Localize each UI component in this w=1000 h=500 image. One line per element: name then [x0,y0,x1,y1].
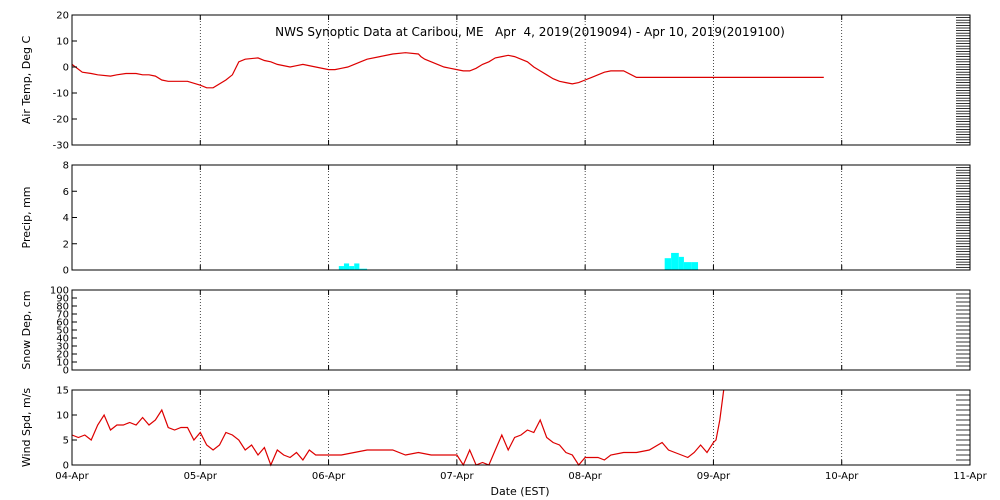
precip-bar [664,258,672,270]
y-tick-label: 0 [63,63,69,74]
y-tick-label: 0 [63,461,69,472]
y-tick-label: 70 [56,310,69,321]
precip-bar [343,263,350,270]
panel-frame-wind_speed [71,389,971,466]
precip-bar [349,266,355,270]
y-tick-label: 50 [56,326,69,337]
y-tick-label: -10 [53,89,69,100]
y-tick-label: 40 [56,334,69,345]
chart-title: NWS Synoptic Data at Caribou, ME Apr 4, … [275,25,785,39]
y-tick-label: 6 [63,187,69,198]
y-tick-label: 15 [56,386,69,397]
precip-bar [359,268,368,270]
x-axis-title: Date (EST) [490,485,549,498]
y-tick-label: 30 [56,342,69,353]
panel-frame-air_temp [71,14,971,146]
x-tick-label: 05-Apr [184,471,218,482]
y-tick-label: 0 [63,366,69,377]
x-tick-label: 09-Apr [697,471,731,482]
wind_speed-y-axis-title: Wind Spd, m/s [20,388,33,468]
x-tick-label: 04-Apr [55,471,89,482]
y-tick-label: 2 [63,239,69,250]
air_temp-series-line [71,52,824,89]
y-tick-label: -30 [53,141,69,152]
y-tick-label: 90 [56,294,69,305]
marks-layer [71,52,824,467]
y-tick-label: 4 [63,213,69,224]
grid-layer [199,15,843,465]
wind_speed-series-line [71,389,725,467]
y-tick-label: 10 [56,411,69,422]
y-tick-label: -20 [53,115,69,126]
y-tick-label: 80 [56,302,69,313]
panel-frame-precip [71,164,971,271]
precip-bar [338,266,344,270]
y-tick-label: 20 [56,11,69,22]
x-tick-label: 10-Apr [825,471,859,482]
y-tick-label: 100 [50,286,69,297]
precip-bar [354,263,360,270]
precip-bar [683,262,692,270]
precip-bar [671,252,679,270]
snow_depth-y-axis-title: Snow Dep, cm [20,290,33,369]
panel-frame-snow_depth [71,289,971,371]
y-tick-label: 10 [56,358,69,369]
frames-layer [71,14,971,466]
precip-y-axis-title: Precip, mm [20,187,33,249]
y-tick-label: 0 [63,266,69,277]
x-tick-label: 06-Apr [312,471,346,482]
precip-bar [691,262,699,270]
y-tick-label: 5 [63,436,69,447]
y-tick-label: 60 [56,318,69,329]
y-tick-label: 20 [56,350,69,361]
y-tick-label: 10 [56,37,69,48]
x-tick-label: 07-Apr [440,471,474,482]
x-tick-label: 08-Apr [568,471,602,482]
x-tick-label: 11-Apr [953,471,987,482]
air_temp-y-axis-title: Air Temp, Deg C [20,36,33,125]
precip-bar [678,256,684,270]
y-tick-label: 8 [63,161,69,172]
